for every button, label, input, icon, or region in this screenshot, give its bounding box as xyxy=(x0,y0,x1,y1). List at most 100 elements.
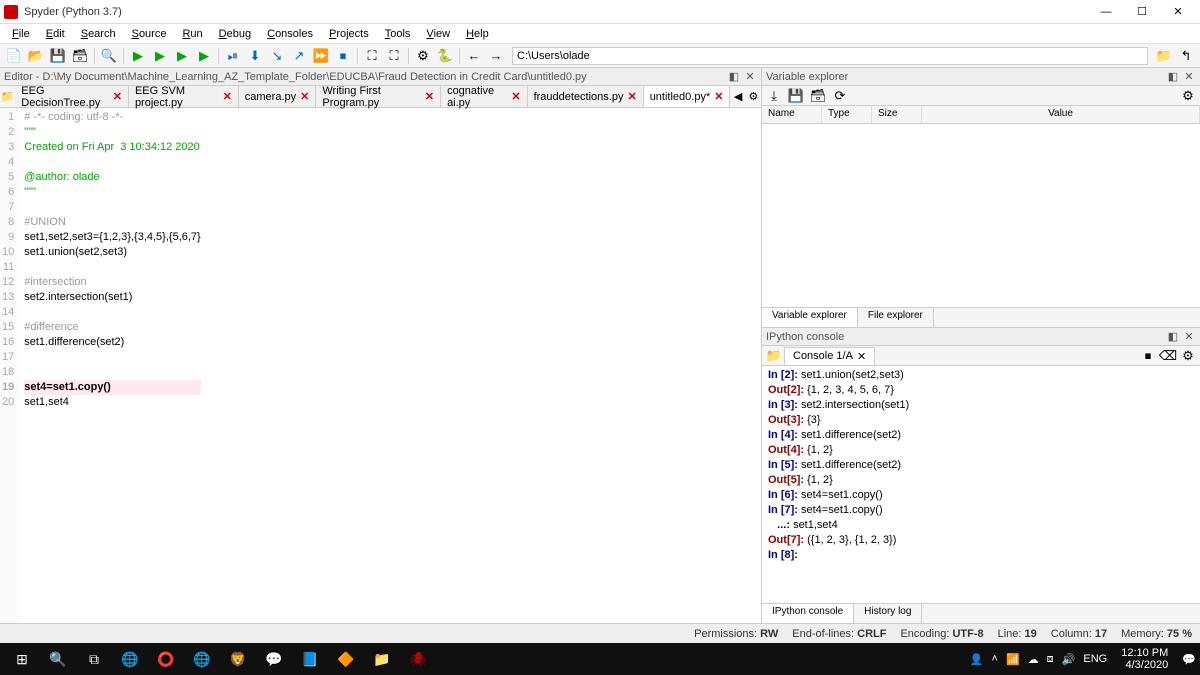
preferences-icon[interactable]: ⚙ xyxy=(413,46,433,66)
undock-icon[interactable]: ◧ xyxy=(1166,70,1180,84)
menu-debug[interactable]: Debug xyxy=(211,26,259,42)
tray-wifi-icon[interactable]: 📶 xyxy=(1006,653,1020,666)
start-button[interactable]: ⊞ xyxy=(4,645,40,673)
stop-icon[interactable]: ⏹ xyxy=(1138,346,1158,366)
editor-tab[interactable]: EEG DecisionTree.py✕ xyxy=(15,86,129,107)
editor-tab[interactable]: EEG SVM project.py✕ xyxy=(129,86,239,107)
vlc-icon[interactable]: 🔶 xyxy=(328,645,364,673)
brave-icon[interactable]: 🦁 xyxy=(220,645,256,673)
close-tab-icon[interactable]: ✕ xyxy=(627,90,636,103)
editor-tab[interactable]: camera.py✕ xyxy=(239,86,317,107)
tab-browse-icon[interactable]: 📁 xyxy=(764,346,784,366)
spyder-taskbar-icon[interactable]: 🕷 xyxy=(400,645,436,673)
options-icon[interactable]: ⚙ xyxy=(1178,346,1198,366)
explorer-icon[interactable]: 📁 xyxy=(364,645,400,673)
close-tab-icon[interactable]: ✕ xyxy=(223,90,232,103)
run-icon[interactable]: ▶ xyxy=(128,46,148,66)
close-pane-icon[interactable]: ✕ xyxy=(743,70,757,84)
undock-icon[interactable]: ◧ xyxy=(1166,330,1180,344)
close-tab-icon[interactable]: ✕ xyxy=(113,90,122,103)
continue-icon[interactable]: ⏩ xyxy=(311,46,331,66)
tray-people-icon[interactable]: 👤 xyxy=(970,653,984,666)
ipython-output[interactable]: In [2]: set1.union(set2,set3)Out[2]: {1,… xyxy=(762,366,1200,603)
editor-tab[interactable]: cognative ai.py✕ xyxy=(441,86,528,107)
clear-icon[interactable]: ⌫ xyxy=(1158,346,1178,366)
edge-icon[interactable]: 🌐 xyxy=(112,645,148,673)
tray-cloud-icon[interactable]: ☁ xyxy=(1028,653,1039,666)
working-dir-input[interactable]: C:\Users\olade xyxy=(512,47,1148,65)
run-cell-advance-icon[interactable]: ▶ xyxy=(172,46,192,66)
tray-dropbox-icon[interactable]: ⧈ xyxy=(1047,653,1054,666)
chrome-icon[interactable]: 🌐 xyxy=(184,645,220,673)
menu-file[interactable]: File xyxy=(4,26,38,42)
close-tab-icon[interactable]: ✕ xyxy=(714,90,723,103)
column-header[interactable]: Name xyxy=(762,106,822,123)
run-selection-icon[interactable]: ▶ xyxy=(194,46,214,66)
tray-volume-icon[interactable]: 🔊 xyxy=(1062,653,1076,666)
taskview-icon[interactable]: ⧉ xyxy=(76,645,112,673)
editor-tab[interactable]: untitled0.py*✕ xyxy=(644,86,731,107)
column-header[interactable]: Size xyxy=(872,106,922,123)
menu-search[interactable]: Search xyxy=(73,26,124,42)
open-file-icon[interactable]: 📂 xyxy=(26,46,46,66)
tray-notifications-icon[interactable]: 💬 xyxy=(1182,653,1196,666)
search-icon[interactable]: 🔍 xyxy=(99,46,119,66)
subtab[interactable]: File explorer xyxy=(858,308,934,327)
subtab[interactable]: IPython console xyxy=(762,604,854,623)
menu-view[interactable]: View xyxy=(418,26,458,42)
close-tab-icon[interactable]: ✕ xyxy=(425,90,434,103)
skype-icon[interactable]: 💬 xyxy=(256,645,292,673)
close-button[interactable]: ✕ xyxy=(1160,1,1196,23)
tray-clock[interactable]: 12:10 PM 4/3/2020 xyxy=(1115,647,1174,671)
tray-lang[interactable]: ENG xyxy=(1083,653,1107,665)
tab-browse-icon[interactable]: 📁 xyxy=(0,86,15,107)
close-tab-icon[interactable]: ✕ xyxy=(300,90,309,103)
word-icon[interactable]: 📘 xyxy=(292,645,328,673)
save-data-as-icon[interactable]: 🗃 xyxy=(808,86,828,106)
browse-dir-icon[interactable]: 📁 xyxy=(1154,46,1174,66)
menu-projects[interactable]: Projects xyxy=(321,26,377,42)
subtab[interactable]: Variable explorer xyxy=(762,308,858,327)
menu-edit[interactable]: Edit xyxy=(38,26,73,42)
code-lines[interactable]: # -*- coding: utf-8 -*-"""Created on Fri… xyxy=(20,108,204,623)
console-tab[interactable]: Console 1/A ✕ xyxy=(784,347,875,365)
menu-run[interactable]: Run xyxy=(174,26,210,42)
max-pane-icon[interactable]: ⛶ xyxy=(362,46,382,66)
save-icon[interactable]: 💾 xyxy=(48,46,68,66)
parent-dir-icon[interactable]: ↰ xyxy=(1176,46,1196,66)
forward-icon[interactable]: → xyxy=(486,46,506,66)
tab-scroll-icon[interactable]: ◀ xyxy=(730,86,745,107)
menu-help[interactable]: Help xyxy=(458,26,497,42)
opera-icon[interactable]: ⭕ xyxy=(148,645,184,673)
import-data-icon[interactable]: ⤓ xyxy=(764,86,784,106)
close-tab-icon[interactable]: ✕ xyxy=(511,90,520,103)
search-icon[interactable]: 🔍 xyxy=(40,645,76,673)
close-pane-icon[interactable]: ✕ xyxy=(1182,70,1196,84)
undock-icon[interactable]: ◧ xyxy=(727,70,741,84)
menu-consoles[interactable]: Consoles xyxy=(259,26,321,42)
column-header[interactable]: Type xyxy=(822,106,872,123)
editor-tab[interactable]: Writing First Program.py✕ xyxy=(316,86,441,107)
maximize-button[interactable]: ☐ xyxy=(1124,1,1160,23)
subtab[interactable]: History log xyxy=(854,604,922,623)
column-header[interactable]: Value xyxy=(922,106,1200,123)
step-icon[interactable]: ⬇ xyxy=(245,46,265,66)
editor-tab[interactable]: frauddetections.py✕ xyxy=(528,86,644,107)
menu-tools[interactable]: Tools xyxy=(377,26,419,42)
options-icon[interactable]: ⚙ xyxy=(746,86,761,107)
run-cell-icon[interactable]: ▶ xyxy=(150,46,170,66)
stop-debug-icon[interactable]: ⏹ xyxy=(333,46,353,66)
step-into-icon[interactable]: ↘ xyxy=(267,46,287,66)
save-all-icon[interactable]: 🗃 xyxy=(70,46,90,66)
close-tab-icon[interactable]: ✕ xyxy=(857,350,866,363)
minimize-button[interactable]: — xyxy=(1088,1,1124,23)
close-pane-icon[interactable]: ✕ xyxy=(1182,330,1196,344)
pythonpath-icon[interactable]: 🐍 xyxy=(435,46,455,66)
options-icon[interactable]: ⚙ xyxy=(1178,86,1198,106)
step-out-icon[interactable]: ↗ xyxy=(289,46,309,66)
new-file-icon[interactable]: 📄 xyxy=(4,46,24,66)
refresh-icon[interactable]: ⟳ xyxy=(830,86,850,106)
tray-up-icon[interactable]: ˄ xyxy=(992,653,998,665)
debug-icon[interactable]: ⏯ xyxy=(223,46,243,66)
back-icon[interactable]: ← xyxy=(464,46,484,66)
